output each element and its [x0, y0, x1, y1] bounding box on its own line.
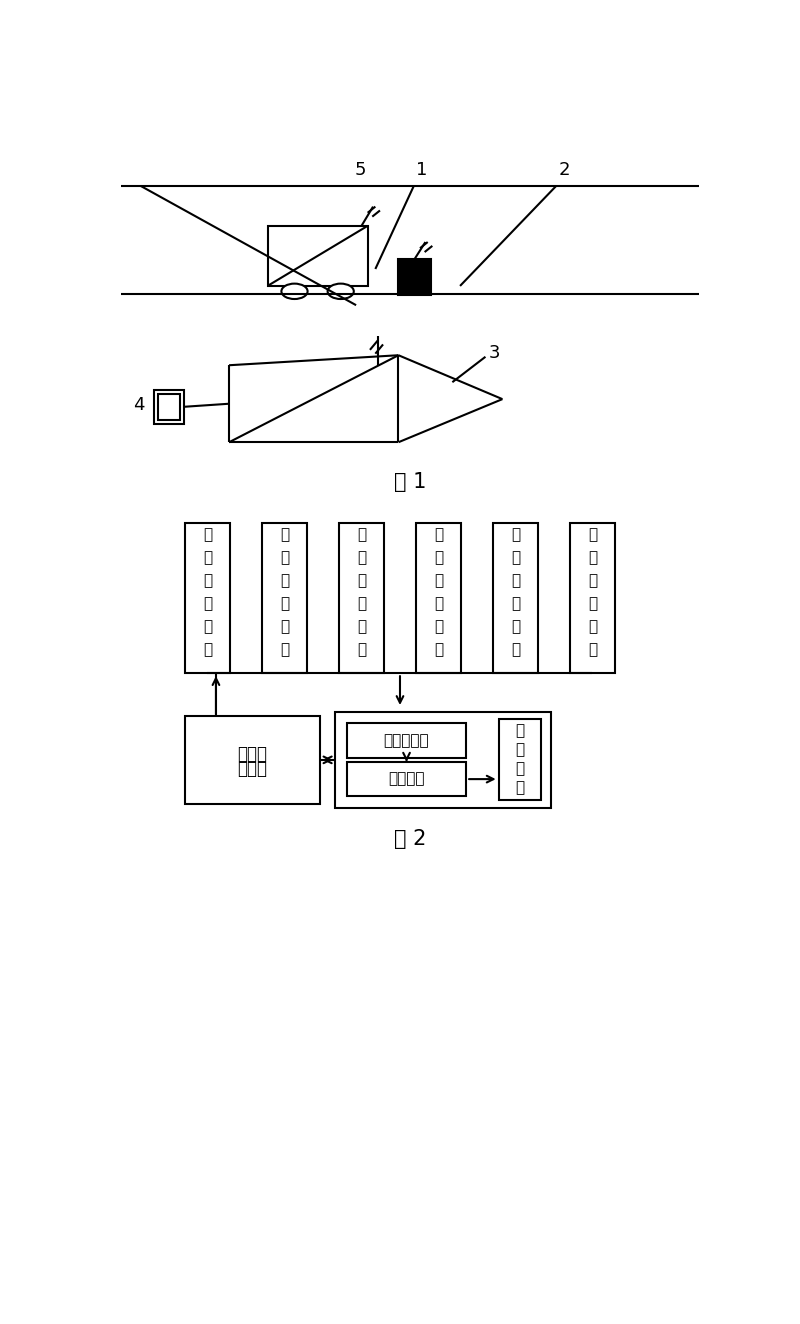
Text: 红: 红	[434, 527, 443, 542]
Text: 采: 采	[203, 573, 212, 588]
Text: 无: 无	[588, 527, 597, 542]
Bar	[335, 712, 551, 808]
Text: 动: 动	[515, 743, 524, 757]
Bar	[339, 523, 384, 673]
Text: 4: 4	[134, 396, 145, 414]
Text: 块: 块	[588, 642, 597, 658]
Text: 图 2: 图 2	[394, 829, 426, 849]
Text: 块: 块	[357, 642, 366, 658]
Text: 5: 5	[354, 162, 366, 180]
Text: 线: 线	[588, 551, 597, 565]
Text: 模: 模	[357, 620, 366, 634]
Text: 模: 模	[203, 620, 212, 634]
Bar	[398, 260, 430, 295]
Text: 声: 声	[357, 527, 366, 542]
Text: 传: 传	[357, 573, 366, 588]
Text: 电机驱动器: 电机驱动器	[384, 733, 430, 748]
Bar	[347, 723, 466, 757]
Bar	[347, 761, 466, 797]
Text: 传: 传	[511, 573, 520, 588]
Text: 觉: 觉	[511, 551, 520, 565]
Text: 纳: 纳	[357, 551, 366, 565]
Text: 采: 采	[280, 573, 289, 588]
Bar	[154, 389, 184, 424]
Bar	[493, 523, 538, 673]
Text: 模: 模	[511, 620, 520, 634]
Bar	[498, 719, 541, 800]
Text: 尘: 尘	[280, 551, 289, 565]
Bar	[185, 523, 230, 673]
Text: 2: 2	[558, 162, 570, 180]
Text: 感: 感	[357, 596, 366, 612]
Text: 模: 模	[588, 620, 597, 634]
Bar	[570, 523, 615, 673]
Text: 视: 视	[511, 527, 520, 542]
Text: 样: 样	[203, 596, 212, 612]
Text: 块: 块	[511, 642, 520, 658]
Text: 块: 块	[280, 642, 289, 658]
Text: 气: 气	[203, 551, 212, 565]
Text: 通: 通	[588, 573, 597, 588]
Text: 灬: 灬	[280, 527, 289, 542]
Text: 块: 块	[434, 642, 443, 658]
Text: 1: 1	[416, 162, 427, 180]
Text: 机: 机	[515, 761, 524, 776]
Text: 模: 模	[280, 620, 289, 634]
Bar	[185, 715, 320, 804]
Text: 样: 样	[280, 596, 289, 612]
Text: 空: 空	[203, 527, 212, 542]
Text: 信: 信	[588, 596, 597, 612]
Text: 行走电机: 行走电机	[388, 772, 425, 786]
Text: 制单元: 制单元	[238, 760, 267, 779]
Text: 传: 传	[434, 573, 443, 588]
Text: 检测控: 检测控	[238, 744, 267, 763]
Text: 感: 感	[511, 596, 520, 612]
Ellipse shape	[328, 283, 354, 299]
Bar	[262, 523, 307, 673]
Text: 运: 运	[515, 723, 524, 739]
Text: 外: 外	[434, 551, 443, 565]
Text: 3: 3	[489, 344, 501, 361]
Text: 构: 构	[515, 780, 524, 794]
Text: 模: 模	[434, 620, 443, 634]
Bar	[416, 523, 461, 673]
Text: 图 1: 图 1	[394, 473, 426, 493]
Text: 感: 感	[434, 596, 443, 612]
Bar	[158, 393, 180, 420]
Ellipse shape	[282, 283, 307, 299]
Text: 块: 块	[203, 642, 212, 658]
Bar	[267, 226, 368, 286]
